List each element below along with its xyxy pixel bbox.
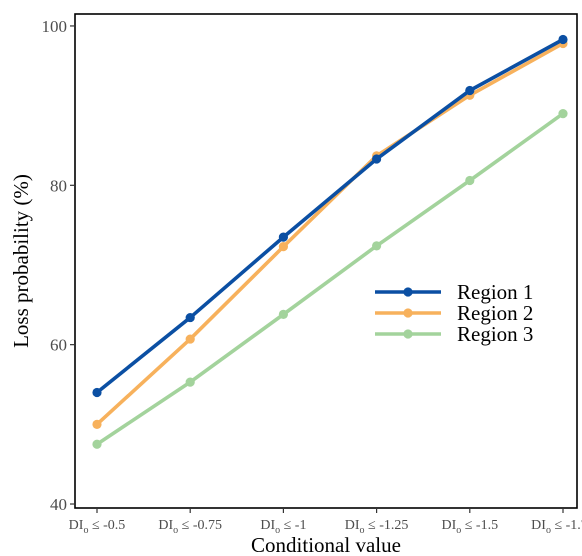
legend-item: Region 3 bbox=[375, 322, 533, 346]
data-point bbox=[278, 309, 288, 319]
data-point bbox=[92, 419, 102, 429]
legend-swatch-point bbox=[403, 308, 413, 318]
x-tick-label-suffix: ≤ -1 bbox=[280, 518, 306, 533]
legend-label: Region 2 bbox=[457, 301, 533, 325]
y-axis-ticks: 40 60 80 100 bbox=[42, 17, 75, 514]
x-axis-title: Conditional value bbox=[251, 533, 401, 556]
x-tick-label-suffix: ≤ -1.5 bbox=[461, 518, 498, 533]
x-tick-label: DIo ≤ -1 bbox=[260, 518, 306, 536]
data-point bbox=[185, 377, 195, 387]
legend-item: Region 1 bbox=[375, 280, 533, 304]
series-3 bbox=[92, 108, 568, 449]
y-tick-label: 100 bbox=[42, 17, 68, 36]
x-tick-label: DIo ≤ -1.5 bbox=[441, 518, 498, 536]
y-tick-label: 60 bbox=[50, 336, 67, 355]
x-tick-label-prefix: DI bbox=[69, 518, 84, 533]
x-tick-label-prefix: DI bbox=[531, 518, 546, 533]
data-point bbox=[372, 241, 382, 251]
x-tick-label-prefix: DI bbox=[441, 518, 456, 533]
series-line bbox=[95, 111, 565, 447]
x-tick-label-subscript: o bbox=[83, 525, 88, 536]
x-tick-label-suffix: ≤ -0.5 bbox=[88, 518, 125, 533]
x-tick-label-subscript: o bbox=[546, 525, 551, 536]
x-tick-label: DIo ≤ -1.75 bbox=[531, 518, 582, 536]
data-point bbox=[372, 154, 382, 164]
data-point bbox=[92, 387, 102, 398]
y-axis-title: Loss probability (%) bbox=[9, 174, 33, 348]
x-tick-label-subscript: o bbox=[275, 525, 280, 536]
legend-swatch-point bbox=[403, 329, 413, 339]
data-point bbox=[185, 312, 195, 323]
x-tick-label-suffix: ≤ -0.75 bbox=[178, 518, 222, 533]
legend-item: Region 2 bbox=[375, 301, 533, 325]
x-tick-label-suffix: ≤ -1.75 bbox=[551, 518, 582, 533]
data-point bbox=[92, 439, 102, 449]
series-1 bbox=[92, 34, 568, 398]
x-tick-label: DIo ≤ -0.5 bbox=[69, 518, 126, 536]
data-point bbox=[558, 34, 568, 45]
x-tick-label-subscript: o bbox=[456, 525, 461, 536]
x-axis-ticks: DIo ≤ -0.5 DIo ≤ -0.75 DIo ≤ -1 DIo ≤ -1.25… bbox=[69, 508, 582, 536]
legend-label: Region 3 bbox=[457, 322, 533, 346]
x-tick-label: DIo ≤ -1.25 bbox=[345, 518, 409, 536]
x-tick-label: DIo ≤ -0.75 bbox=[158, 518, 222, 536]
legend-swatch-point bbox=[403, 287, 413, 297]
plot-panel bbox=[74, 13, 578, 509]
x-tick-label-prefix: DI bbox=[158, 518, 173, 533]
x-tick-label-suffix: ≤ -1.25 bbox=[365, 518, 409, 533]
data-point bbox=[185, 334, 195, 344]
data-point bbox=[465, 85, 475, 96]
y-tick-label: 40 bbox=[50, 495, 67, 514]
x-tick-label-subscript: o bbox=[360, 525, 365, 536]
x-tick-label-subscript: o bbox=[173, 525, 178, 536]
x-tick-label-prefix: DI bbox=[345, 518, 360, 533]
data-point bbox=[278, 232, 288, 242]
plot-border bbox=[74, 13, 578, 509]
legend-label: Region 1 bbox=[457, 280, 533, 304]
data-point bbox=[558, 108, 568, 119]
series-layer bbox=[92, 34, 568, 449]
y-tick-label: 80 bbox=[50, 176, 67, 195]
series-line bbox=[95, 37, 565, 395]
series-2 bbox=[92, 38, 568, 429]
data-point bbox=[465, 175, 475, 186]
data-point bbox=[278, 242, 288, 252]
series-line bbox=[95, 41, 565, 427]
x-tick-label-prefix: DI bbox=[260, 518, 275, 533]
